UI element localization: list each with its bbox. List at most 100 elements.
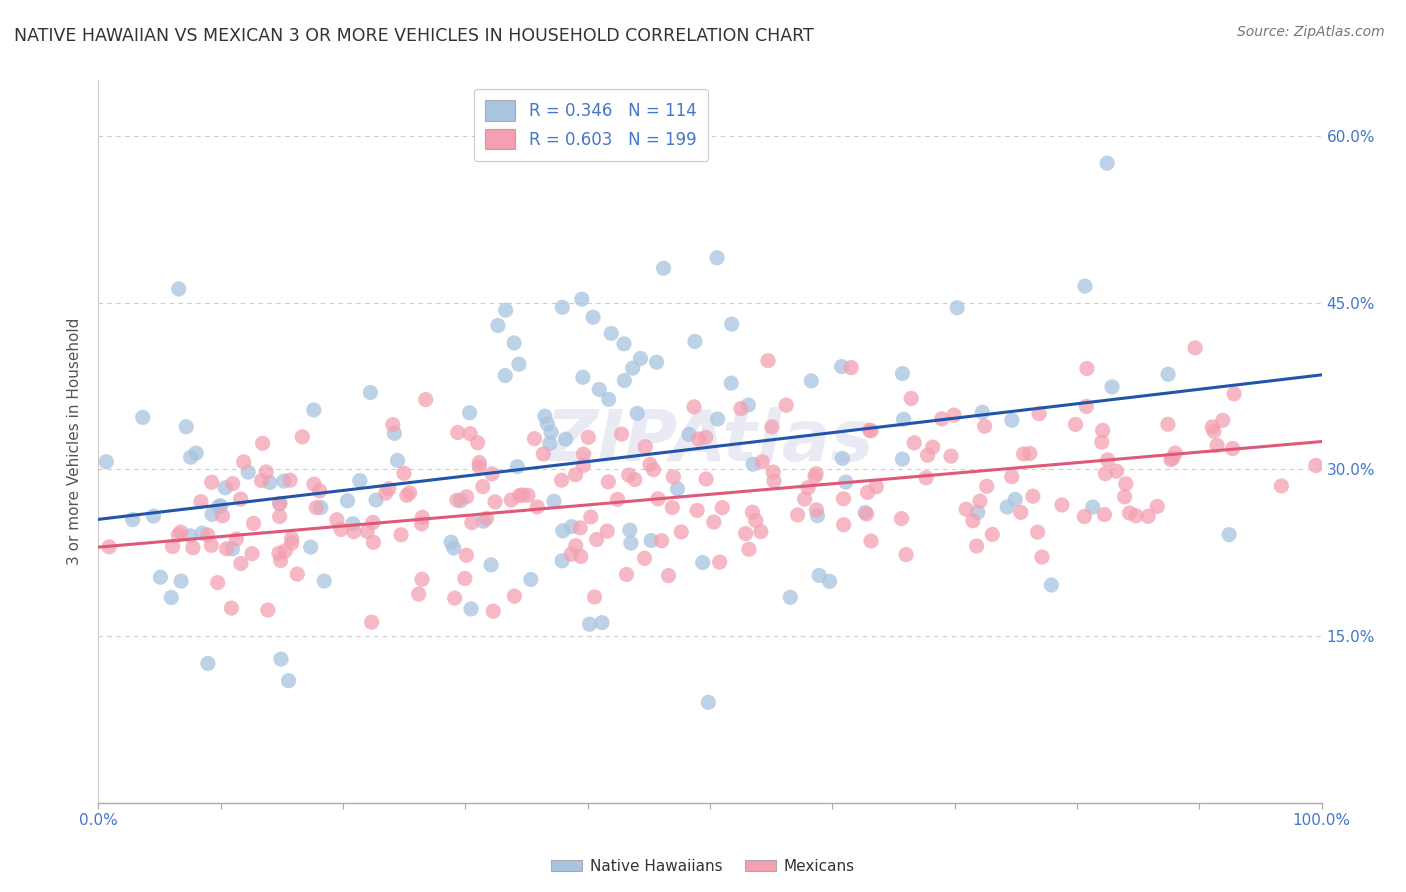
Point <box>683 334 706 349</box>
Point <box>703 515 725 529</box>
Point <box>1091 423 1114 437</box>
Point <box>516 488 538 502</box>
Point <box>456 490 478 504</box>
Point <box>207 575 229 590</box>
Point <box>1184 341 1206 355</box>
Point <box>225 532 247 546</box>
Point <box>273 474 295 488</box>
Point <box>737 398 759 412</box>
Point <box>572 458 595 473</box>
Point <box>630 351 652 366</box>
Point <box>361 516 384 530</box>
Point <box>634 440 657 454</box>
Point <box>343 524 366 539</box>
Point <box>749 524 772 539</box>
Point <box>506 459 529 474</box>
Point <box>374 486 396 500</box>
Point <box>98 540 121 554</box>
Point <box>242 516 264 531</box>
Point <box>853 505 876 519</box>
Point <box>149 570 172 584</box>
Point <box>398 485 420 500</box>
Point <box>408 587 430 601</box>
Point <box>229 492 252 507</box>
Point <box>534 409 557 424</box>
Point <box>458 426 481 441</box>
Point <box>569 521 592 535</box>
Point <box>643 463 665 477</box>
Point <box>1026 525 1049 540</box>
Point <box>1018 446 1040 460</box>
Point <box>330 523 353 537</box>
Point <box>859 423 882 437</box>
Point <box>543 494 565 508</box>
Point <box>775 398 797 412</box>
Point <box>447 425 470 440</box>
Point <box>742 457 765 471</box>
Point <box>645 355 668 369</box>
Point <box>793 491 815 506</box>
Point <box>893 412 915 426</box>
Point <box>495 303 517 318</box>
Point <box>981 527 1004 541</box>
Point <box>1212 413 1234 427</box>
Point <box>381 417 404 432</box>
Point <box>269 496 291 510</box>
Point <box>174 419 197 434</box>
Point <box>706 412 728 426</box>
Point <box>121 513 143 527</box>
Point <box>756 353 779 368</box>
Point <box>626 406 648 420</box>
Point <box>669 524 692 539</box>
Point <box>526 500 548 514</box>
Point <box>818 574 841 589</box>
Point <box>662 470 685 484</box>
Point <box>468 459 491 474</box>
Point <box>564 467 586 482</box>
Point <box>600 326 623 341</box>
Point <box>1022 489 1045 503</box>
Point <box>229 557 252 571</box>
Point <box>180 450 202 465</box>
Point <box>1028 407 1050 421</box>
Point <box>832 517 855 532</box>
Point <box>191 526 214 541</box>
Point <box>1202 424 1225 438</box>
Point <box>730 401 752 416</box>
Point <box>831 451 853 466</box>
Point <box>256 603 278 617</box>
Point <box>762 474 785 488</box>
Point <box>560 547 582 561</box>
Point <box>1064 417 1087 432</box>
Point <box>377 482 399 496</box>
Point <box>619 523 641 537</box>
Point <box>617 467 640 482</box>
Point <box>890 511 912 525</box>
Point <box>190 494 212 508</box>
Point <box>281 536 304 550</box>
Point <box>360 615 382 630</box>
Point <box>1076 400 1098 414</box>
Point <box>1091 435 1114 450</box>
Point <box>181 541 204 555</box>
Point <box>939 449 962 463</box>
Point <box>460 602 482 616</box>
Text: Source: ZipAtlas.com: Source: ZipAtlas.com <box>1237 25 1385 39</box>
Point <box>554 432 576 446</box>
Point <box>831 359 853 374</box>
Point <box>976 479 998 493</box>
Point <box>946 301 969 315</box>
Point <box>955 502 977 516</box>
Point <box>860 424 883 438</box>
Point <box>211 508 233 523</box>
Point <box>222 476 245 491</box>
Text: ZIPAtlas: ZIPAtlas <box>546 407 875 476</box>
Point <box>1206 438 1229 452</box>
Point <box>484 495 506 509</box>
Point <box>1305 458 1327 473</box>
Point <box>606 492 628 507</box>
Point <box>1073 509 1095 524</box>
Point <box>709 555 731 569</box>
Point <box>1125 508 1147 523</box>
Point <box>585 533 607 547</box>
